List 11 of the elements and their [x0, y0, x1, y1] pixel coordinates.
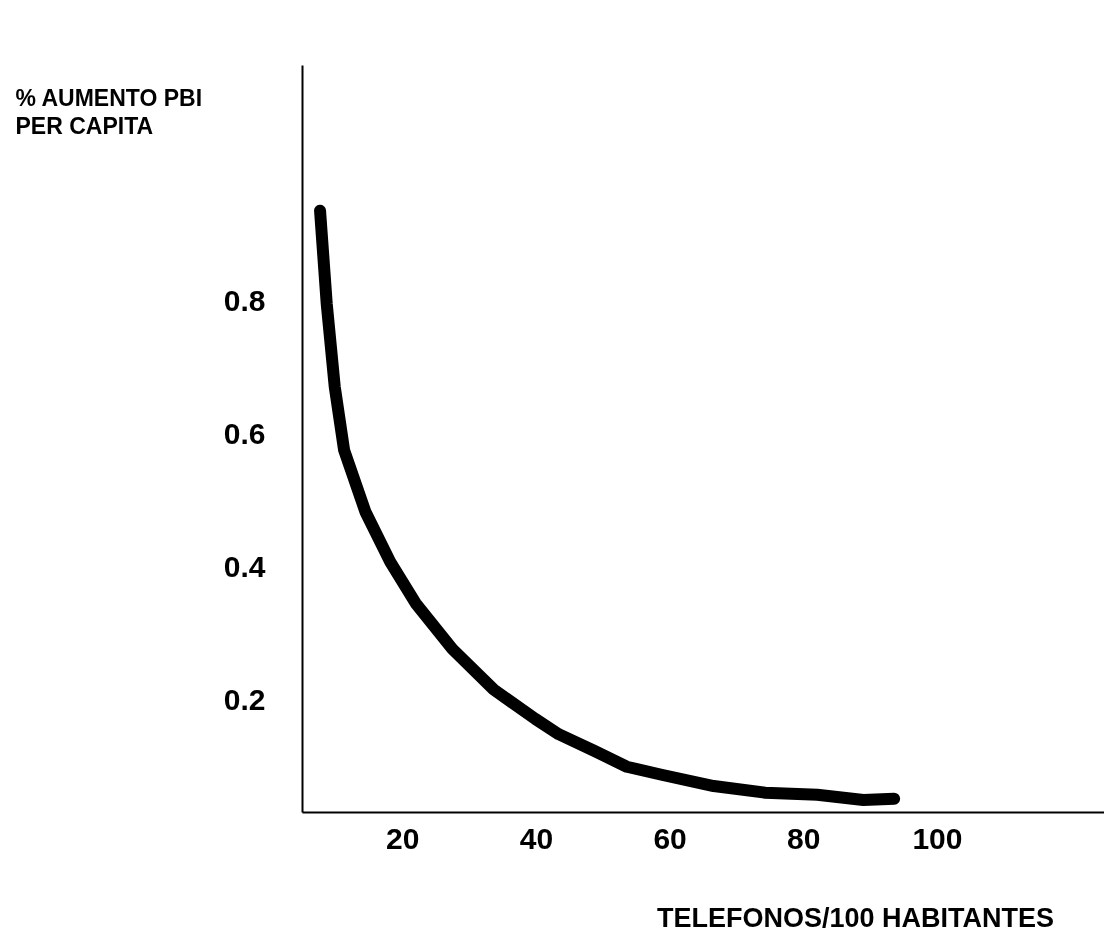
x-tick-label: 20 [386, 821, 420, 855]
x-tick-label: 80 [787, 821, 821, 855]
x-tick-label: 100 [912, 821, 963, 855]
y-tick-label: 0.8 [223, 284, 266, 318]
y-axis-title: % AUMENTO PBI PER CAPITA [15, 84, 203, 139]
y-tick-label: 0.4 [223, 550, 266, 584]
y-tick-label: 0.6 [223, 417, 266, 451]
y-tick-label: 0.2 [223, 683, 266, 717]
x-tick-label: 60 [653, 821, 687, 855]
x-tick-label: 40 [519, 821, 554, 855]
x-axis-title: TELEFONOS/100 HABITANTES [656, 902, 1055, 933]
